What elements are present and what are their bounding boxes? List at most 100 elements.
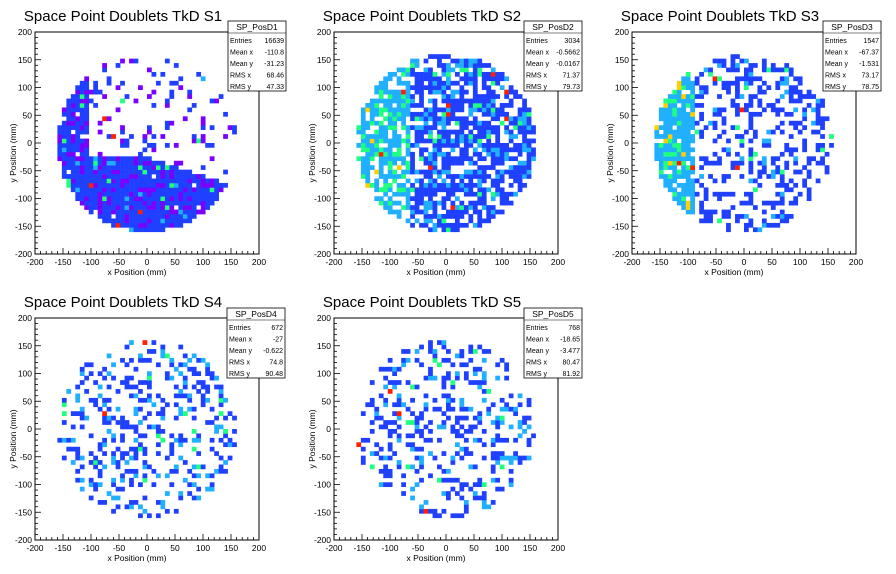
histogram-bin <box>129 58 134 64</box>
histogram-bin <box>676 111 682 117</box>
histogram-bin <box>200 393 206 399</box>
histogram-bin <box>378 107 384 113</box>
histogram-bin <box>419 187 424 193</box>
histogram-bin <box>672 143 678 148</box>
histogram-bin <box>88 178 94 184</box>
histogram-bin <box>504 103 510 108</box>
histogram-bin <box>446 71 451 77</box>
histogram-bin <box>726 80 731 86</box>
histogram-bin <box>173 393 179 399</box>
histogram-bin <box>142 477 148 483</box>
histogram-bin <box>779 76 785 82</box>
histogram-bin <box>517 160 523 166</box>
histogram-bin <box>133 58 139 64</box>
histogram-bin <box>70 103 76 108</box>
histogram-bin <box>446 214 451 219</box>
histogram-bin <box>106 174 112 179</box>
histogram-bin <box>387 165 393 170</box>
histogram-bin <box>797 94 803 99</box>
histogram-bin <box>824 169 830 175</box>
histogram-bin <box>218 455 224 461</box>
y-tick-label: 50 <box>322 110 332 120</box>
histogram-bin <box>129 134 134 139</box>
histogram-bin <box>115 200 121 206</box>
histogram-bin <box>726 147 731 153</box>
histogram-bin <box>61 420 67 425</box>
histogram-bin <box>378 80 384 86</box>
histogram-bin <box>106 397 112 403</box>
histogram-bin <box>423 393 429 399</box>
histogram-bin <box>477 218 483 224</box>
histogram-bin <box>450 429 456 434</box>
histogram-bin <box>477 94 483 99</box>
histogram-bin <box>428 340 433 345</box>
histogram-bin <box>227 411 233 416</box>
histogram-bin <box>164 214 170 219</box>
histogram-bin <box>173 508 179 514</box>
histogram-bin <box>481 85 487 91</box>
histogram-bin <box>654 151 660 157</box>
histogram-bin <box>160 214 166 219</box>
histogram-bin <box>477 134 483 139</box>
histogram-bin <box>410 196 415 202</box>
histogram-bin <box>84 85 90 91</box>
histogram-bin <box>428 107 433 113</box>
histogram-bin <box>218 468 224 474</box>
histogram-bin <box>209 187 215 193</box>
histogram-bin <box>685 85 691 91</box>
histogram-bin <box>209 406 215 412</box>
histogram-bin <box>396 147 402 153</box>
histogram-bin <box>423 424 429 430</box>
histogram-bin <box>477 411 483 416</box>
histogram-bin <box>454 71 460 77</box>
histogram-bin <box>205 200 211 206</box>
histogram-bin <box>401 156 406 162</box>
histogram-bin <box>120 138 125 144</box>
histogram-bin <box>84 147 90 153</box>
histogram-bin <box>169 178 175 184</box>
histogram-bin <box>79 191 85 197</box>
histogram-bin <box>681 196 687 202</box>
histogram-bin <box>495 143 501 148</box>
histogram-bin <box>513 455 518 461</box>
histogram-bin <box>374 169 380 175</box>
histogram-bin <box>446 397 451 403</box>
histogram-bin <box>486 89 492 95</box>
histogram-bin <box>775 156 781 162</box>
histogram-bin <box>694 191 700 197</box>
histogram-bin <box>472 222 478 228</box>
histogram-bin <box>441 143 447 148</box>
histogram-bin <box>164 209 170 215</box>
histogram-bin <box>658 169 664 175</box>
histogram-bin <box>70 120 76 126</box>
histogram-bin <box>472 76 478 82</box>
histogram-bin <box>811 107 816 113</box>
histogram-bin <box>387 200 393 206</box>
histogram-bin <box>815 98 821 104</box>
histogram-bin <box>504 111 510 117</box>
histogram-bin <box>79 169 85 175</box>
histogram-bin <box>468 218 474 224</box>
histogram-bin <box>191 415 197 421</box>
histogram-bin <box>66 107 72 113</box>
histogram-bin <box>459 174 465 179</box>
histogram-bin <box>196 437 202 443</box>
histogram-bin <box>428 125 433 130</box>
histogram-bin <box>178 191 184 197</box>
stats-box-name: SP_PosD3 <box>831 22 873 32</box>
histogram-bin <box>111 437 116 443</box>
histogram-bin <box>752 178 758 184</box>
histogram-bin <box>495 433 501 439</box>
histogram-bin <box>699 85 704 91</box>
histogram-bin <box>490 178 496 184</box>
y-tick-label: -200 <box>15 535 32 545</box>
histogram-bin <box>227 455 233 461</box>
histogram-bin <box>486 111 492 117</box>
histogram-bin <box>387 160 393 166</box>
histogram-bin <box>779 107 785 113</box>
histogram-bin <box>147 209 152 215</box>
histogram-bin <box>815 116 821 122</box>
histogram-bin <box>446 227 451 233</box>
histogram-bin <box>495 191 501 197</box>
histogram-bin <box>142 156 148 162</box>
